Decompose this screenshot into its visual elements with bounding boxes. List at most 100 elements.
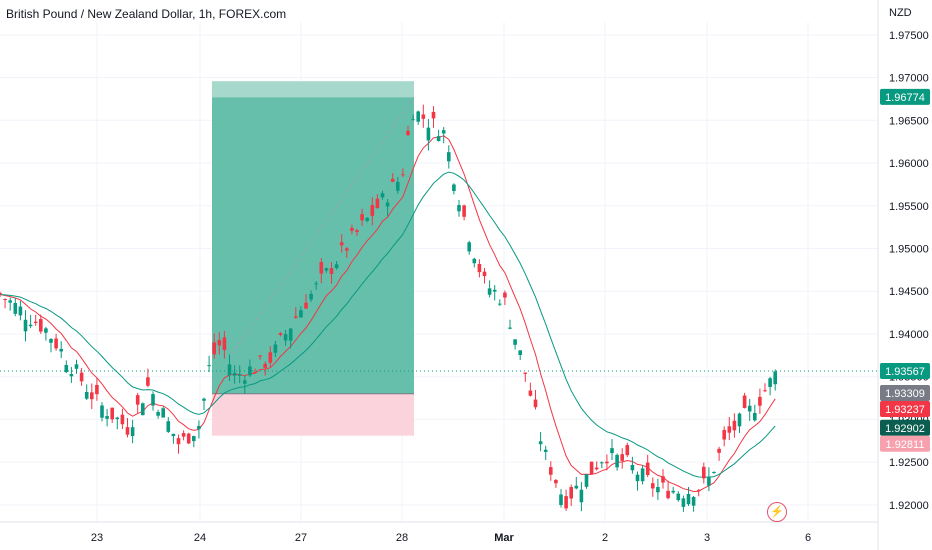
grid-lines — [0, 22, 878, 522]
time-tick-label: 27 — [295, 532, 307, 544]
candle-body — [130, 427, 135, 437]
candle-body — [518, 350, 522, 356]
candle-body — [23, 319, 28, 332]
price-tick-label: 1.96500 — [889, 115, 929, 127]
candle-body — [202, 398, 206, 401]
candle-body — [768, 378, 772, 387]
candle-body — [671, 490, 675, 493]
candle-body — [737, 413, 742, 427]
candle-body — [309, 293, 313, 300]
candle-body — [722, 429, 726, 440]
time-tick-label: 23 — [91, 532, 103, 544]
candle-body — [263, 363, 267, 368]
candle-body — [212, 342, 216, 355]
candle-body — [436, 136, 441, 141]
price-badge-label: 1.96774 — [885, 92, 925, 104]
candle-body — [192, 436, 196, 442]
candle-body — [385, 202, 390, 207]
candle-body — [100, 405, 104, 418]
candle-body — [492, 289, 497, 292]
candle-body — [589, 461, 594, 475]
candle-body — [345, 248, 349, 251]
candle-body — [84, 391, 89, 399]
candle-body — [13, 302, 18, 314]
candle-body — [268, 352, 273, 363]
long-position-tool[interactable] — [212, 81, 415, 436]
candle-body — [666, 490, 670, 499]
price-badge-label: 1.92902 — [885, 423, 925, 435]
time-tick-label: Mar — [494, 532, 514, 544]
candle-body — [283, 334, 288, 341]
candle-body — [574, 485, 579, 489]
candle-body — [339, 242, 344, 246]
time-axis[interactable]: 23 24 27 28 Mar 2 3 6 — [0, 0, 879, 550]
candle-body — [635, 474, 640, 482]
position-profit-zone[interactable] — [212, 97, 414, 394]
lightning-icon[interactable]: ⚡ — [767, 502, 787, 522]
currency-label: NZD — [889, 7, 912, 19]
price-badge-label: 1.93567 — [885, 366, 925, 378]
candle-body — [717, 448, 721, 453]
candle-body — [482, 271, 487, 277]
candle-body — [243, 380, 247, 384]
candle-body — [161, 408, 165, 418]
price-badge-label: 1.92811 — [886, 439, 925, 451]
candle-body — [294, 316, 298, 318]
candle-body — [579, 489, 584, 503]
candle-body — [763, 390, 767, 392]
price-tick-label: 1.97000 — [889, 73, 929, 85]
candle-body — [105, 416, 109, 419]
price-badge — [880, 419, 930, 436]
price-tick-label: 1.94000 — [889, 329, 929, 341]
candle-body — [375, 198, 380, 209]
candle-body — [314, 283, 318, 285]
candle-body — [452, 184, 456, 192]
candle-body — [620, 454, 624, 461]
candle-body — [549, 467, 553, 475]
candle-body — [564, 496, 568, 509]
candle-body — [533, 399, 538, 408]
time-tick-label: 24 — [194, 532, 206, 544]
candle-body — [8, 300, 12, 303]
price-badge-label: 1.93309 — [885, 388, 925, 400]
candle-body — [181, 433, 186, 437]
candle-body — [681, 498, 686, 507]
candle-body — [135, 395, 140, 405]
candle-body — [625, 445, 630, 456]
time-tick-label: 2 — [602, 532, 608, 544]
candle-body — [370, 205, 375, 216]
candle-body — [90, 392, 94, 400]
candle-body — [538, 441, 543, 445]
candle-body — [702, 466, 706, 479]
candle-body — [554, 479, 558, 484]
price-badges: 1.96774 1.93567 1.93309 1.93237 1.92902 1.928… — [880, 88, 930, 452]
candle-body — [39, 319, 43, 332]
candle-body — [217, 340, 222, 346]
candle-body — [360, 214, 364, 221]
position-loss-zone[interactable] — [212, 393, 414, 436]
candle-body — [95, 384, 99, 395]
candle-body — [3, 299, 7, 301]
candle-body — [64, 365, 69, 373]
candle-body — [304, 302, 308, 309]
candle-body — [513, 339, 517, 345]
candle-body — [630, 464, 635, 471]
candle-body — [222, 337, 227, 350]
candle-body — [528, 390, 533, 396]
candle-body — [727, 426, 732, 433]
price-badge — [880, 88, 930, 105]
candle-body — [747, 405, 752, 412]
candle-body — [467, 242, 471, 252]
candle-body — [707, 476, 711, 486]
candle-body — [421, 114, 426, 119]
price-badge-label: 1.93237 — [885, 404, 925, 416]
candle-body — [258, 355, 262, 357]
price-badge — [880, 401, 930, 418]
candle-body — [411, 119, 415, 121]
candle-body — [54, 338, 58, 349]
candle-body — [171, 433, 176, 437]
price-tick-label: 1.97500 — [889, 30, 929, 42]
candle-body — [49, 338, 53, 343]
candle-body — [605, 461, 609, 464]
